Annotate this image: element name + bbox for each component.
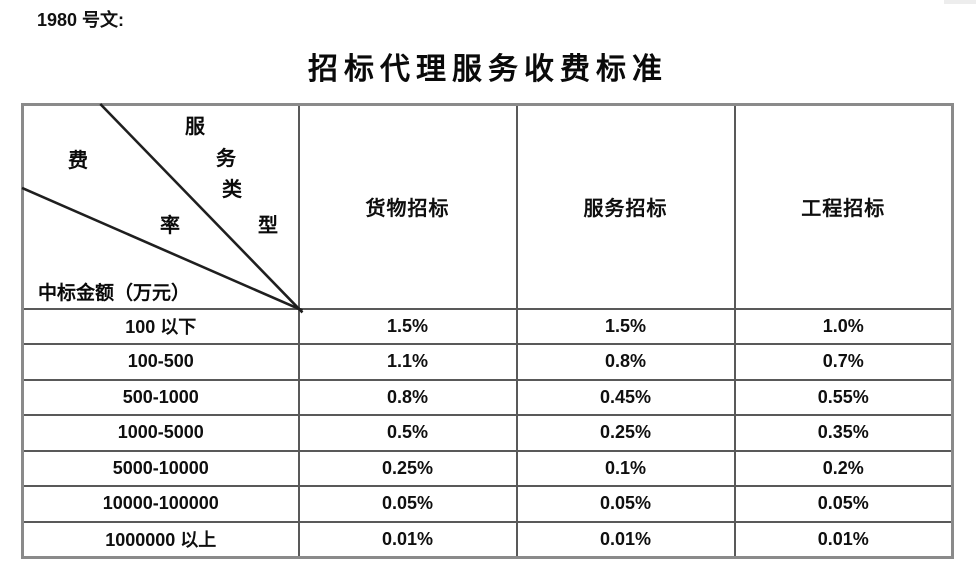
table-row: 10000-100000 0.05% 0.05% 0.05% [21,485,954,523]
amount-range-cell: 1000-5000 [21,414,300,452]
rate-cell: 1.5% [515,307,736,345]
rate-cell: 1.5% [297,307,518,345]
rate-cell: 0.55% [733,378,954,416]
table-row: 1000000 以上 0.01% 0.01% 0.01% [21,520,954,558]
screen-edge-artifact [944,0,976,4]
amount-range-cell: 100-500 [21,343,300,381]
rate-cell: 0.05% [515,485,736,523]
rate-cell: 1.0% [733,307,954,345]
column-header: 工程招标 [733,103,954,310]
rate-cell: 0.5% [297,414,518,452]
rate-cell: 0.01% [733,520,954,558]
rate-cell: 0.1% [515,449,736,487]
rate-cell: 0.25% [515,414,736,452]
table-row: 100-500 1.1% 0.8% 0.7% [21,343,954,381]
rate-cell: 0.25% [297,449,518,487]
service-type-char: 型 [258,215,278,237]
amount-range-cell: 1000000 以上 [21,520,300,558]
fee-rate-char: 费 [68,150,88,172]
column-header: 货物招标 [297,103,518,310]
amount-range-cell: 5000-10000 [21,449,300,487]
rate-cell: 0.45% [515,378,736,416]
rate-cell: 0.05% [297,485,518,523]
table-row: 500-1000 0.8% 0.45% 0.55% [21,378,954,416]
table-row: 1000-5000 0.5% 0.25% 0.35% [21,414,954,452]
amount-range-cell: 10000-100000 [21,485,300,523]
rate-cell: 0.7% [733,343,954,381]
service-type-char: 类 [222,179,242,201]
doc-number-label: 1980 号文: [37,10,125,30]
service-type-char: 务 [216,148,236,170]
rate-cell: 0.8% [515,343,736,381]
amount-range-cell: 500-1000 [21,378,300,416]
rate-cell: 0.8% [297,378,518,416]
rate-cell: 0.01% [515,520,736,558]
page-title: 招标代理服务收费标准 [308,53,668,86]
column-header-row: 中标金额（万元） 服务类型 费率 货物招标 服务招标 工程招标 [21,103,954,314]
amount-axis-label: 中标金额（万元） [38,283,191,304]
rate-cell: 1.1% [297,343,518,381]
diagonal-line-upper [99,103,304,314]
table-row: 100 以下 1.5% 1.5% 1.0% [21,307,954,345]
diagonal-lines [21,103,304,314]
rate-cell: 0.2% [733,449,954,487]
fee-table-body: 中标金额（万元） 服务类型费率 货物招标 服务招标 工程招标 100 以下 1.5% 1… [21,103,954,558]
rate-cell: 0.05% [733,485,954,523]
service-type-char: 服 [185,116,205,138]
amount-range-cell: 100 以下 [21,307,300,345]
fee-table: 中标金额（万元） 服务类型费率 货物招标 服务招标 工程招标 100 以下 1.5% 1… [21,103,954,559]
column-header: 服务招标 [515,103,736,310]
table-row: 5000-10000 0.25% 0.1% 0.2% [21,449,954,487]
fee-rate-char: 率 [160,215,180,237]
diagonal-header-cell: 中标金额（万元） 服务类型 费率 [21,103,304,314]
rate-cell: 0.35% [733,414,954,452]
rate-cell: 0.01% [297,520,518,558]
diagonal-line-lower [21,186,303,312]
